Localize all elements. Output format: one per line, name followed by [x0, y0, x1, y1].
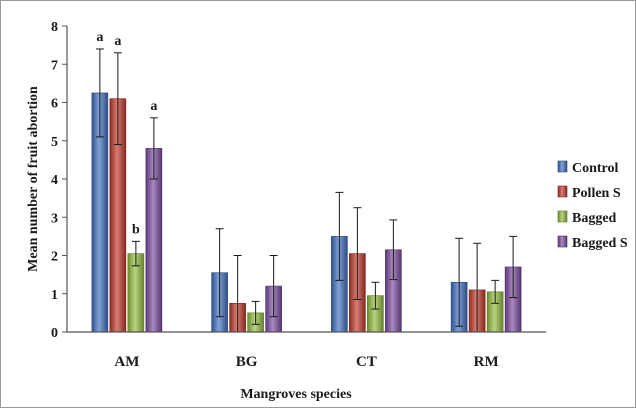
legend-label: Control — [572, 161, 619, 176]
legend-swatch — [557, 185, 568, 198]
y-tick-label: 8 — [51, 20, 58, 35]
legend-swatch — [557, 160, 568, 173]
legend-swatch — [557, 210, 568, 223]
significance-letter: a — [150, 99, 157, 114]
y-tick-label: 6 — [51, 97, 58, 112]
y-tick-label: 1 — [51, 288, 58, 303]
x-tick-label: AM — [114, 354, 139, 370]
y-tick-label: 0 — [51, 326, 58, 341]
x-axis-label: Mangroves species — [240, 387, 352, 402]
significance-letter: b — [132, 222, 140, 237]
y-tick-label: 7 — [51, 58, 58, 73]
x-tick-label: RM — [474, 354, 499, 370]
y-axis-label: Mean number of fruit abortion — [26, 86, 41, 272]
x-tick-label: CT — [356, 354, 377, 370]
legend-swatch — [557, 235, 568, 248]
legend: Control Pollen S Bagged Bagged S — [557, 160, 628, 251]
significance-letter: a — [96, 30, 103, 45]
y-tick-label: 5 — [51, 135, 58, 150]
y-tick-label: 4 — [51, 173, 58, 188]
legend-label: Bagged S — [572, 236, 628, 251]
legend-label: Pollen S — [572, 186, 621, 201]
y-tick-label: 3 — [51, 211, 58, 226]
legend-label: Bagged — [572, 211, 617, 226]
y-tick-label: 2 — [51, 250, 58, 265]
x-tick-label: BG — [236, 354, 258, 370]
significance-letter: a — [114, 34, 121, 49]
